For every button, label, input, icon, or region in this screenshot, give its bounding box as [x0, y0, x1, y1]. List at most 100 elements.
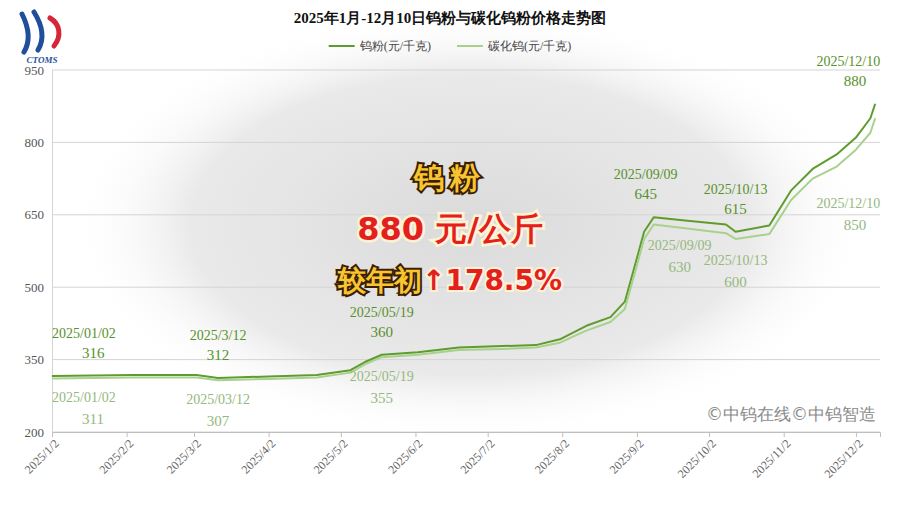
- highlight: 钨粉 880 元/公斤较年初↑178.5%: [337, 160, 562, 297]
- x-axis: 2025/1/2 2025/2/2 2025/3/2 2025/4/2 2025/5/2…: [22, 432, 881, 481]
- x-tick: 2025/2/2: [96, 432, 136, 477]
- legend-item: 钨粉(元/千克): [329, 39, 431, 53]
- x-tick-label: 2025/6/2: [385, 437, 425, 477]
- x-tick: 2025/9/2: [607, 432, 647, 477]
- x-tick-label: 2025/12/2: [821, 437, 865, 481]
- x-tick-label: 2025/4/2: [238, 437, 278, 477]
- highlight-change-label: 较年初: [337, 264, 422, 297]
- annotation-date: 2025/12/10: [816, 54, 880, 69]
- x-tick: 2025/12/2: [821, 432, 865, 481]
- highlight-value: 880 元/公斤: [357, 210, 543, 248]
- annotation-date: 2025/05/19: [350, 305, 414, 320]
- background: [0, 0, 900, 506]
- x-tick: 2025/8/2: [532, 432, 572, 477]
- highlight-change: 较年初↑178.5%: [337, 264, 562, 297]
- logo-mark: [50, 18, 59, 46]
- annotation-date: 2025/03/12: [186, 392, 250, 407]
- annotation-date: 2025/10/13: [704, 253, 768, 268]
- x-tick-mark: [856, 432, 857, 437]
- x-tick-label: 2025/11/2: [750, 437, 794, 481]
- annotation-date: 2025/12/10: [816, 196, 880, 211]
- y-tick-label: 650: [25, 207, 45, 222]
- x-tick: 2025/10/2: [675, 432, 719, 481]
- chart-svg: 2003505006508009502025/1/22025/2/22025/3…: [0, 0, 900, 506]
- legend-label: 碳化钨(元/千克): [487, 39, 571, 53]
- annotation-value: 316: [82, 345, 105, 361]
- x-tick: 2025/5/2: [311, 432, 351, 477]
- annotation-value: 850: [844, 217, 867, 233]
- y-tick-label: 350: [25, 352, 45, 367]
- y-axis: 200350500650800950: [25, 63, 53, 440]
- annotation-date: 2025/10/13: [704, 182, 768, 197]
- x-tick-label: 2025/1/2: [22, 437, 62, 477]
- x-tick-mark: [341, 432, 342, 437]
- grid-line: [52, 359, 880, 360]
- plot-marks: [52, 104, 875, 381]
- annotation-date: 2025/01/02: [52, 390, 116, 405]
- x-tick-mark: [562, 432, 563, 437]
- y-tick: 500: [25, 280, 53, 295]
- annotation-value: 615: [724, 201, 747, 217]
- annotation-value: 360: [371, 324, 394, 340]
- y-tick-label: 200: [25, 425, 45, 440]
- series-line: [52, 104, 875, 378]
- y-tick: 650: [25, 207, 53, 222]
- x-tick: 2025/4/2: [238, 432, 278, 477]
- annotation-value: 311: [82, 411, 104, 427]
- annotation-value: 600: [724, 274, 747, 290]
- logo: CTOMS: [22, 12, 59, 65]
- y-tick: 350: [25, 352, 53, 367]
- annotation-value: 645: [634, 186, 657, 202]
- x-tick-label: 2025/10/2: [675, 437, 719, 481]
- x-tick: 2025/1/2: [22, 432, 62, 477]
- annotation-date: 2025/3/12: [190, 328, 247, 343]
- x-tick: 2025/3/2: [164, 432, 204, 477]
- y-tick-label: 500: [25, 280, 45, 295]
- x-tick-label: 2025/3/2: [164, 437, 204, 477]
- annotation-date: 2025/09/09: [614, 167, 678, 182]
- chart-title: 2025年1月-12月10日钨粉与碳化钨粉价格走势图: [294, 10, 607, 26]
- annotation-value: 880: [844, 73, 867, 89]
- x-tick-mark: [784, 432, 785, 437]
- annotation-value: 312: [207, 347, 230, 363]
- x-tick-mark: [269, 432, 270, 437]
- x-tick-mark: [637, 432, 638, 437]
- series-line: [52, 118, 875, 380]
- highlight-title: 钨粉: [412, 160, 486, 195]
- legend-item: 碳化钨(元/千克): [457, 39, 571, 53]
- x-tick: 2025/6/2: [385, 432, 425, 477]
- x-tick-label: 2025/9/2: [607, 437, 647, 477]
- legend: 钨粉(元/千克) 碳化钨(元/千克): [329, 39, 572, 53]
- annotation-value: 307: [207, 413, 230, 429]
- annotation-value: 630: [668, 259, 691, 275]
- y-tick-label: 800: [25, 135, 45, 150]
- grid-line: [52, 142, 880, 143]
- grid: [52, 70, 880, 432]
- x-tick-mark: [127, 432, 128, 437]
- annotation-value: 355: [371, 390, 394, 406]
- highlight-change-value: ↑178.5%: [422, 264, 562, 297]
- grid-line: [52, 70, 880, 71]
- x-tick-mark: [194, 432, 195, 437]
- legend-label: 钨粉(元/千克): [359, 39, 431, 53]
- x-tick-label: 2025/7/2: [457, 437, 497, 477]
- x-tick: 2025/11/2: [750, 432, 794, 481]
- x-tick-label: 2025/2/2: [96, 437, 136, 477]
- chart-root: 2003505006508009502025/1/22025/2/22025/3…: [0, 0, 900, 506]
- x-tick: 2025/7/2: [457, 432, 497, 477]
- source-watermark: ©中钨在线©中钨智造: [706, 404, 876, 424]
- x-tick-mark: [52, 432, 53, 437]
- x-tick-mark: [488, 432, 489, 437]
- x-tick-label: 2025/5/2: [311, 437, 351, 477]
- legend-swatch: [329, 45, 355, 47]
- x-tick-mark: [415, 432, 416, 437]
- x-tick-label: 2025/8/2: [532, 437, 572, 477]
- annotation-date: 2025/09/09: [648, 238, 712, 253]
- annotation-date: 2025/05/19: [350, 369, 414, 384]
- y-tick: 200: [25, 425, 53, 440]
- x-tick-mark: [709, 432, 710, 437]
- annotations: 2025/01/02 316 2025/3/12 312 2025/05/19 360 20…: [52, 54, 880, 430]
- annotation-date: 2025/01/02: [52, 326, 116, 341]
- y-tick: 800: [25, 135, 53, 150]
- logo-mark: [22, 12, 42, 52]
